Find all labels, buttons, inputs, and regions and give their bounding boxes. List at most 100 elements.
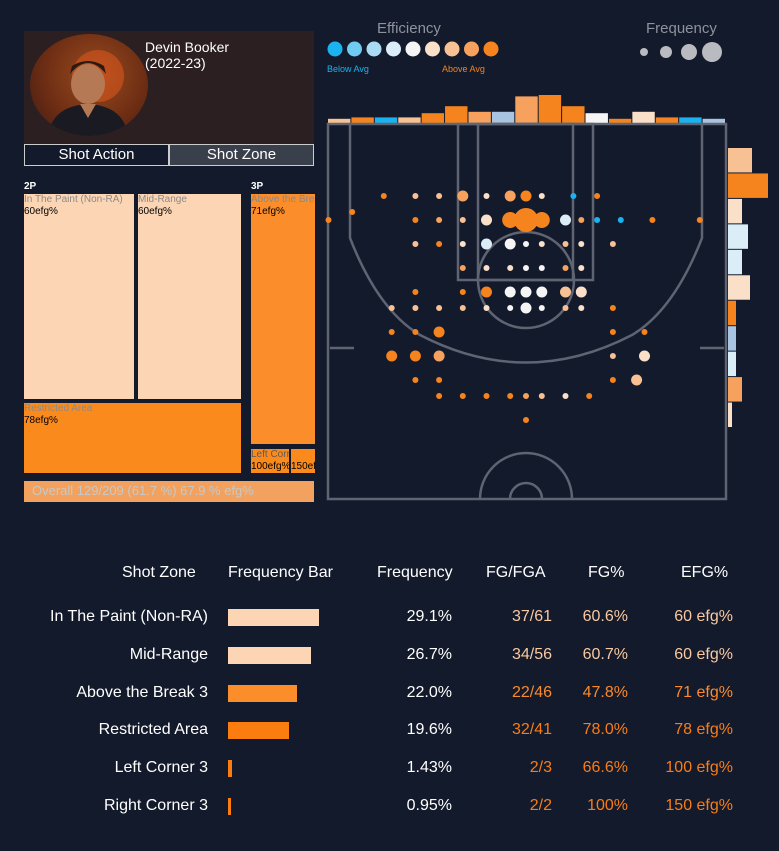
top-hist-bar [538, 95, 562, 123]
cell-fg-fga: 22/46 [511, 683, 552, 701]
tile-label: Left Corner 3 [251, 449, 289, 460]
top-hist-bar [608, 118, 632, 123]
shot-point [533, 212, 550, 228]
top-hist-bar [328, 118, 351, 123]
top-hist-bar [491, 111, 515, 123]
cell-efg: 71 efg% [674, 683, 733, 701]
shot-point [609, 329, 616, 335]
shot-point [388, 305, 395, 311]
treemap-group-2p: 2P [24, 181, 37, 192]
tab-shot-action[interactable]: Shot Action [24, 144, 169, 166]
table-row[interactable]: Right Corner 3 0.95% 2/2 100% 150 efg% [0, 797, 779, 827]
shot-point [412, 377, 419, 383]
shot-point [459, 265, 466, 271]
cell-fg-fga: 32/41 [511, 721, 552, 739]
shot-point [412, 241, 419, 247]
top-hist-bar [655, 117, 679, 123]
shot-point [538, 393, 545, 399]
cell-zone: Mid-Range [129, 645, 208, 663]
table-row[interactable]: In The Paint (Non-RA) 29.1% 37/61 60.6% 60 e… [0, 608, 779, 638]
three-point-line [348, 124, 704, 364]
shot-point [459, 289, 466, 295]
header-fg-pct: FG% [588, 564, 625, 581]
efficiency-swatch [405, 41, 421, 57]
court-lines [326, 122, 728, 501]
table-row[interactable]: Restricted Area 19.6% 32/41 78.0% 78 efg% [0, 721, 779, 751]
frequency-legend-swatches [640, 42, 722, 62]
shot-point [562, 265, 569, 271]
side-hist-bar [728, 148, 752, 173]
shot-point [538, 305, 545, 311]
cell-fg-pct: 60.7% [582, 645, 628, 663]
cell-efg: 100 efg% [665, 759, 733, 777]
treemap-tile-above-break[interactable]: Above the Break 3 71efg% [251, 194, 315, 444]
efficiency-swatch [464, 41, 479, 57]
shot-point [538, 193, 545, 199]
shot-point [536, 286, 548, 298]
shot-point [639, 350, 650, 362]
shot-point [386, 350, 398, 362]
tab-shot-zone[interactable]: Shot Zone [169, 144, 314, 166]
shot-point [507, 393, 514, 399]
shot-point [409, 350, 421, 362]
tile-value: 60efg% [138, 206, 172, 217]
shot-point [412, 217, 419, 223]
shot-point [578, 241, 585, 247]
cell-efg: 78 efg% [674, 721, 733, 739]
shot-point [412, 193, 419, 199]
shot-point [696, 217, 703, 223]
top-hist-bar [468, 111, 491, 123]
player-name: Devin Booker [145, 39, 230, 55]
side-hist-bar [728, 224, 748, 249]
efficiency-swatch [327, 41, 343, 57]
tile-label: In The Paint (Non-RA) [24, 194, 123, 205]
shot-point [412, 289, 419, 295]
top-hist-bar [562, 106, 585, 123]
frequency-bar [228, 760, 233, 778]
below-avg-label: Below Avg [327, 64, 369, 74]
table-row[interactable]: Left Corner 3 1.43% 2/3 66.6% 100 efg% [0, 759, 779, 789]
side-hist-bar [728, 402, 732, 427]
cell-frequency: 1.43% [406, 759, 452, 777]
frequency-swatch [640, 48, 648, 56]
shot-point [436, 305, 443, 311]
shot-point [609, 241, 616, 247]
shot-point [586, 393, 593, 399]
player-photo [30, 34, 148, 136]
frequency-bar [228, 609, 319, 626]
shot-point [575, 286, 587, 298]
shot-point [520, 302, 532, 314]
shot-point [560, 214, 571, 226]
treemap-tile-left-corner[interactable]: Left Corner 3 100efg% [251, 449, 289, 473]
shot-points [325, 190, 703, 423]
shot-point [649, 217, 656, 223]
shot-point [641, 329, 648, 335]
cell-zone: Left Corner 3 [114, 759, 208, 777]
frequency-legend-title: Frequency [646, 20, 717, 37]
header-frequency: Frequency [377, 564, 453, 581]
shot-point [520, 190, 532, 202]
shot-point [507, 265, 514, 271]
treemap-tile-midrange[interactable]: Mid-Range 60efg% [138, 194, 241, 399]
frequency-swatch [681, 44, 697, 60]
table-row[interactable]: Above the Break 3 22.0% 22/46 47.8% 71 efg% [0, 684, 779, 714]
cell-frequency: 19.6% [406, 721, 452, 739]
cell-zone: In The Paint (Non-RA) [50, 608, 208, 625]
treemap-tile-paint[interactable]: In The Paint (Non-RA) 60efg% [24, 194, 134, 399]
frequency-swatch [660, 46, 672, 58]
shot-point [483, 305, 490, 311]
treemap-tile-restricted[interactable]: Restricted Area 78efg% [24, 403, 241, 473]
shot-point [570, 193, 577, 199]
shot-point [523, 241, 529, 247]
shot-point [609, 305, 616, 311]
shot-point [560, 286, 571, 298]
tile-label: Restricted Area [24, 403, 93, 414]
cell-zone: Above the Break 3 [76, 683, 208, 701]
shot-point [483, 393, 490, 399]
table-row[interactable]: Mid-Range 26.7% 34/56 60.7% 60 efg% [0, 646, 779, 676]
player-season: (2022-23) [145, 55, 206, 71]
efficiency-swatch [425, 41, 440, 57]
shot-point [483, 193, 490, 199]
